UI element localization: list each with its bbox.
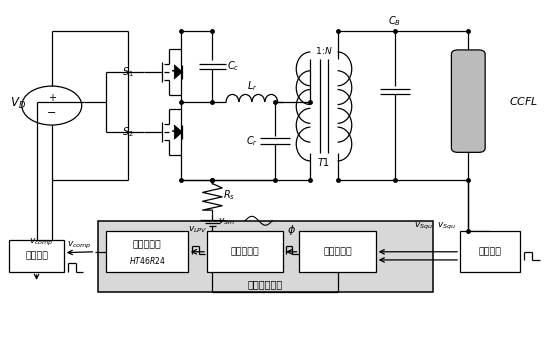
Text: 整形電路: 整形電路 — [478, 247, 502, 256]
Text: $v_{comp}$: $v_{comp}$ — [67, 240, 91, 251]
Bar — [460, 231, 520, 272]
Text: $HT46R24$: $HT46R24$ — [129, 255, 166, 266]
Bar — [98, 221, 433, 292]
Text: $1\!:\!N$: $1\!:\!N$ — [315, 45, 333, 56]
Text: $v_{Sin}$: $v_{Sin}$ — [218, 216, 234, 227]
Text: $V_D$: $V_D$ — [10, 96, 26, 111]
Text: $v_{comp}$: $v_{comp}$ — [29, 237, 53, 248]
Bar — [9, 240, 64, 272]
Text: $L_r$: $L_r$ — [246, 79, 257, 93]
Text: $S_1$: $S_1$ — [122, 65, 134, 79]
Text: 壓控振盪器: 壓控振盪器 — [133, 240, 162, 249]
Text: $C_B$: $C_B$ — [388, 14, 401, 28]
Text: $C_r$: $C_r$ — [246, 134, 258, 148]
Text: 低通濾波器: 低通濾波器 — [230, 247, 260, 256]
Text: +: + — [48, 93, 56, 103]
Text: $R_s$: $R_s$ — [223, 188, 235, 202]
Bar — [207, 231, 283, 272]
Text: $T1$: $T1$ — [317, 156, 331, 168]
Text: −: − — [47, 108, 57, 118]
Text: 鎖相迴路電路: 鎖相迴路電路 — [248, 280, 283, 289]
Bar — [300, 231, 376, 272]
Text: 相位鑑別器: 相位鑑別器 — [323, 247, 352, 256]
Text: $C_c$: $C_c$ — [227, 60, 239, 73]
Bar — [106, 231, 188, 272]
Text: $CCFL$: $CCFL$ — [509, 95, 538, 107]
Text: 驅動電路: 驅動電路 — [25, 252, 48, 261]
Text: $v_{LPV}$: $v_{LPV}$ — [188, 224, 207, 235]
Text: $v_{Squ}$: $v_{Squ}$ — [414, 221, 433, 231]
Text: $\phi$: $\phi$ — [287, 222, 296, 237]
Text: $v_{Squ}$: $v_{Squ}$ — [437, 221, 456, 231]
FancyBboxPatch shape — [452, 50, 485, 152]
Text: $S_2$: $S_2$ — [122, 125, 134, 139]
Polygon shape — [174, 65, 183, 79]
Polygon shape — [174, 125, 183, 139]
